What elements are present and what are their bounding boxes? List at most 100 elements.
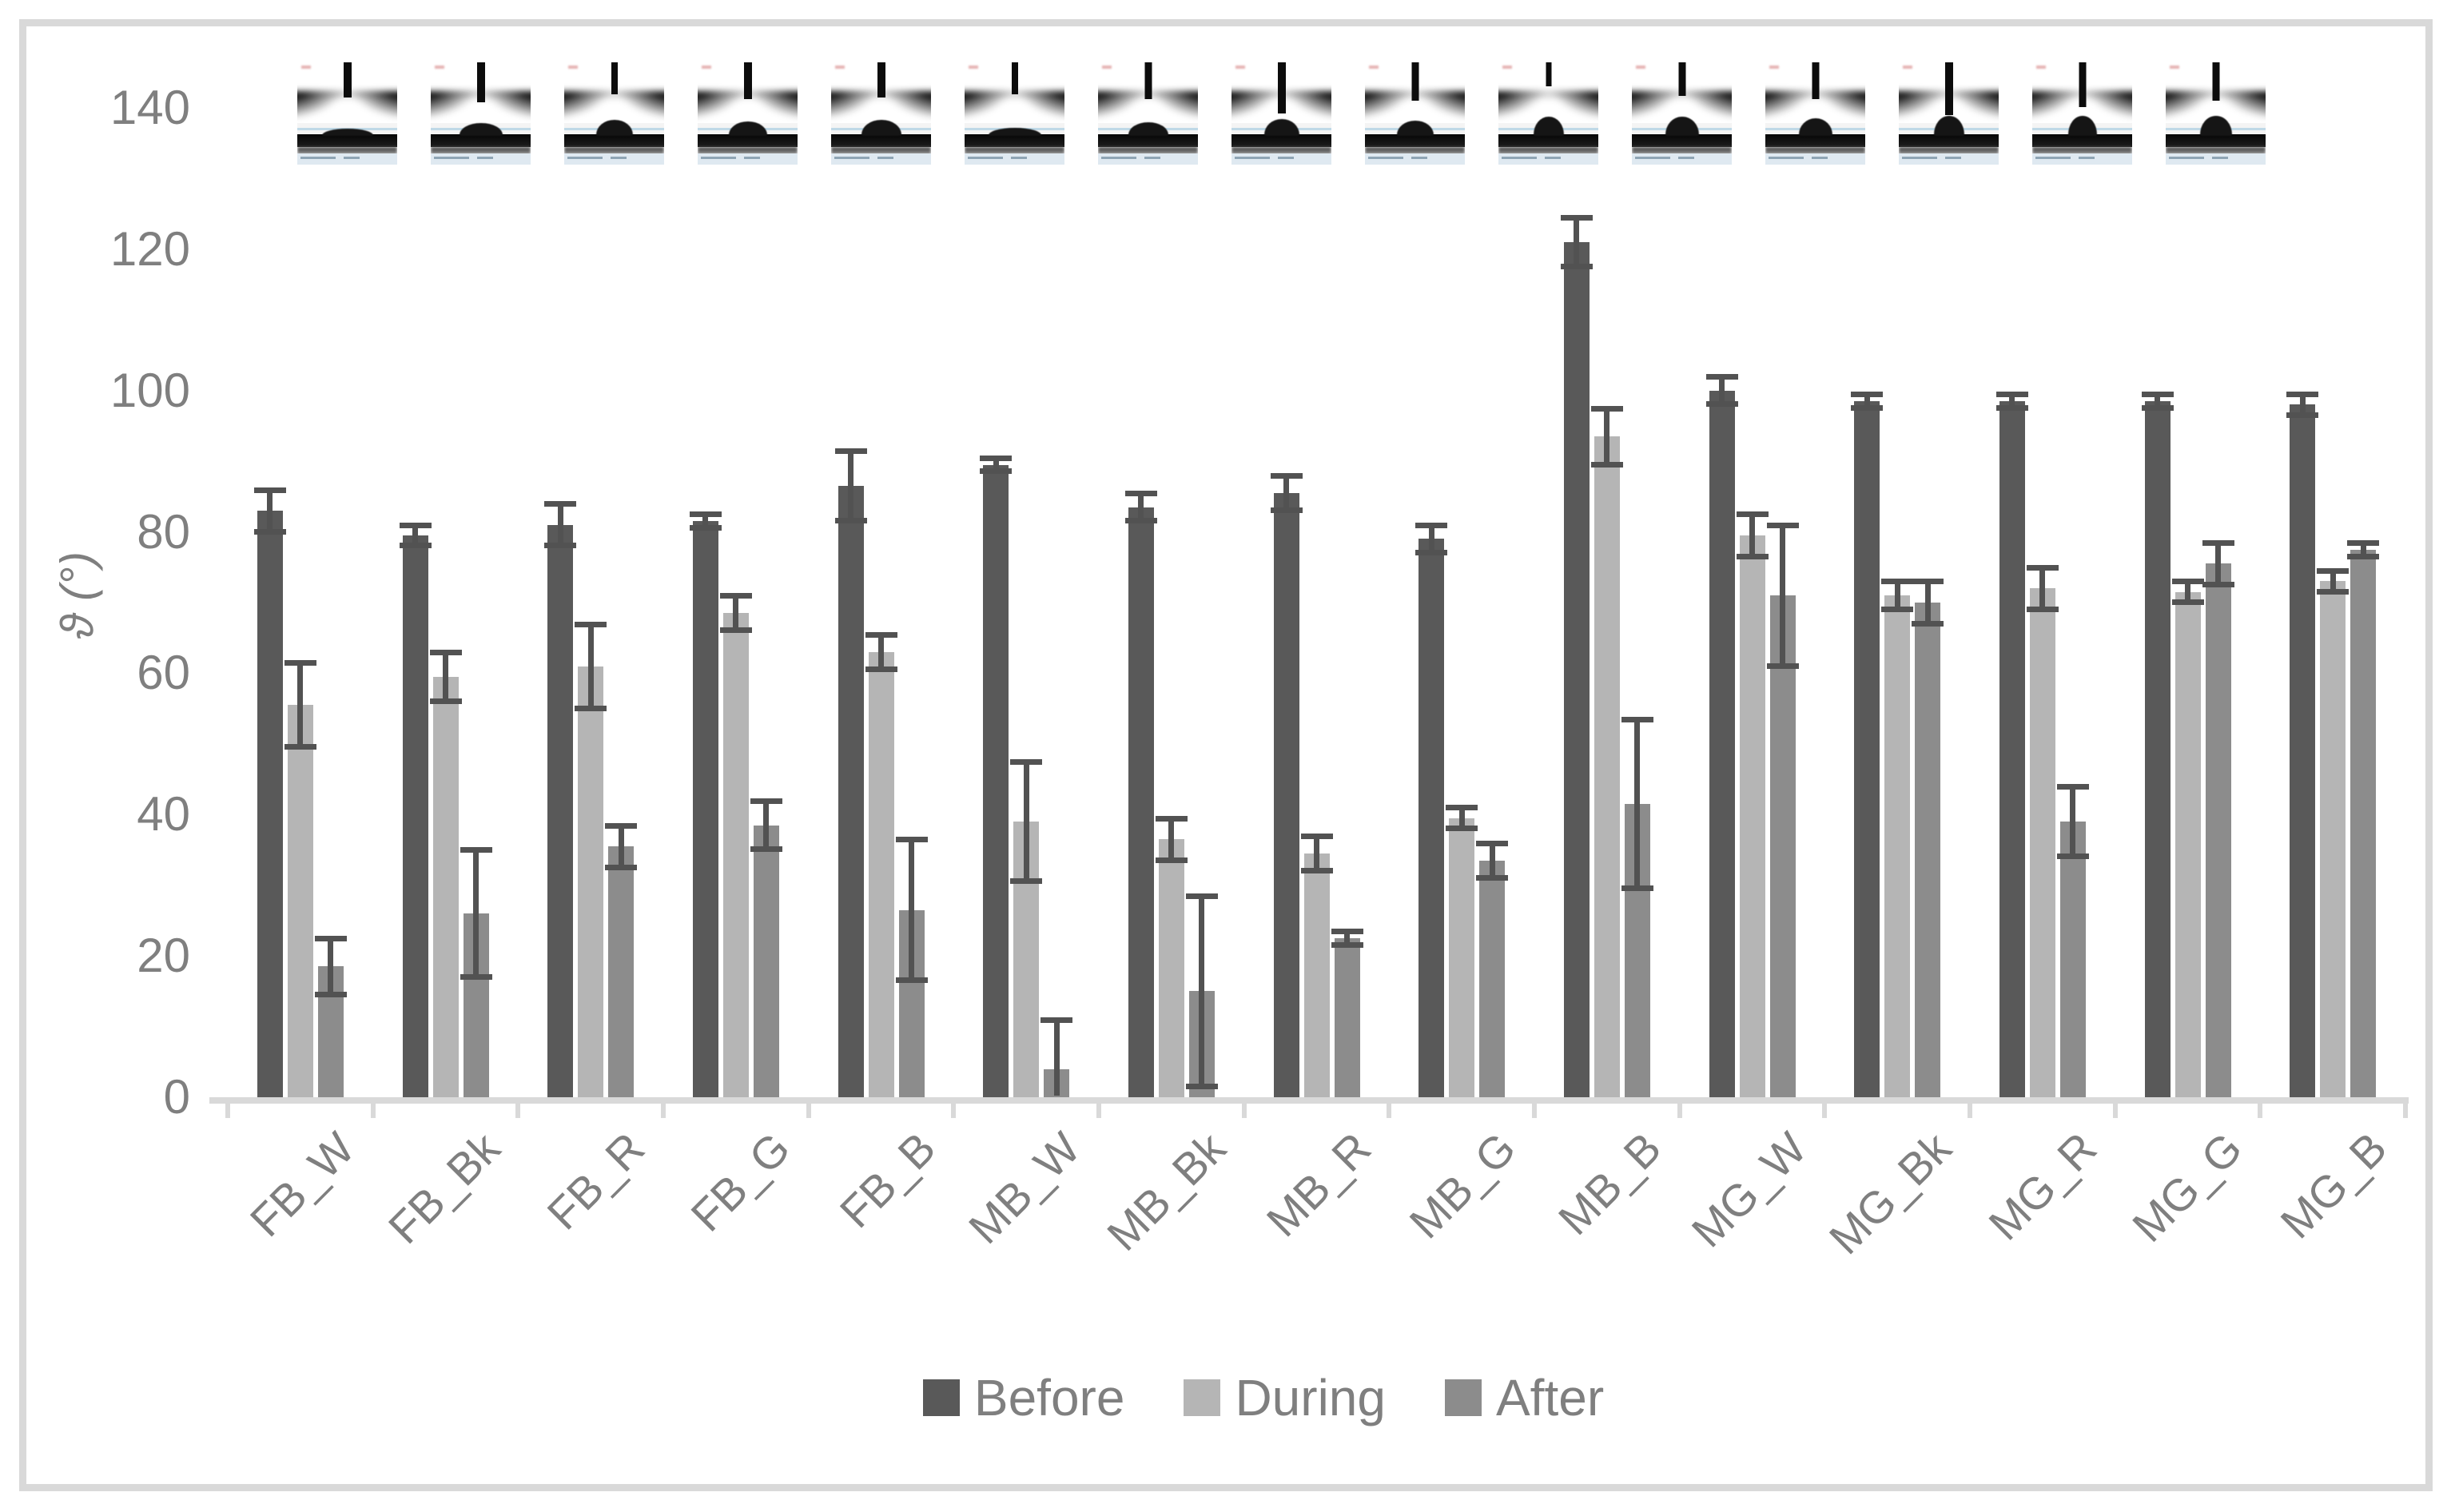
error-bar-before-MG_R (2009, 394, 2015, 408)
bar-after-MG_Bk (1915, 602, 1941, 1097)
substrate-band (1765, 134, 1865, 147)
error-cap-bottom (750, 846, 782, 853)
substrate-band (1899, 134, 1999, 147)
droplet-icon (459, 123, 503, 136)
droplet-photo-MB_R (1231, 59, 1331, 165)
error-cap-bottom (1705, 401, 1738, 408)
bar-before-MG_B (2290, 404, 2316, 1097)
error-cap-bottom (1621, 885, 1653, 892)
substrate-band (965, 134, 1064, 147)
caption-text-line (2035, 157, 2071, 159)
error-cap-top (1590, 405, 1623, 412)
legend-label: After (1495, 1369, 1605, 1426)
legend: Before During After (0, 1368, 2455, 1427)
caption-text-line (1812, 157, 1828, 159)
red-marker (1903, 66, 1912, 69)
reflection-band (1765, 147, 1865, 154)
droplet-icon (1128, 122, 1168, 136)
needle-icon (1144, 62, 1152, 99)
needle-icon (877, 62, 885, 97)
axis-tick (951, 1097, 957, 1118)
legend-swatch-icon (1184, 1379, 1221, 1416)
needle-icon (1812, 62, 1819, 99)
reflection-band (698, 147, 798, 154)
needle-icon (1678, 62, 1685, 96)
error-cap-top (1736, 511, 1769, 518)
bar-after-MG_B (2350, 549, 2377, 1097)
photo-caption-strip (1365, 153, 1465, 165)
error-cap-top (1010, 758, 1043, 765)
substrate-band (831, 134, 931, 147)
error-cap-bottom (2141, 404, 2174, 411)
error-cap-bottom (1476, 874, 1509, 881)
error-bar-after-MG_G (2215, 542, 2222, 585)
error-bar-after-MG_B (2360, 542, 2366, 557)
caption-text-line (701, 157, 736, 159)
photo-caption-strip (1632, 153, 1732, 165)
error-cap-top (1621, 716, 1653, 722)
droplet-icon (1798, 118, 1832, 136)
error-cap-bottom (429, 698, 462, 704)
red-marker (1235, 66, 1245, 69)
error-cap-top (1300, 833, 1333, 839)
needle-icon (2079, 62, 2086, 107)
error-bar-after-MB_W (1053, 1019, 1060, 1096)
bar-during-MB_Bk (1158, 839, 1184, 1097)
error-bar-after-FB_R (618, 825, 624, 868)
droplet-icon (1263, 119, 1299, 136)
caption-text-line (1545, 157, 1561, 159)
bar-during-MG_Bk (1884, 595, 1911, 1097)
reflection-band (1231, 147, 1331, 154)
needle-icon (1546, 62, 1551, 86)
substrate-band (1632, 134, 1732, 147)
reflection-band (831, 147, 931, 154)
error-bar-after-MB_G (1489, 842, 1495, 878)
reflection-band (1098, 147, 1198, 154)
bar-during-MB_R (1303, 853, 1330, 1097)
error-bar-after-MB_B (1634, 718, 1641, 889)
axis-tick (1677, 1097, 1682, 1118)
reflection-band (1498, 147, 1598, 154)
red-marker (1502, 66, 1512, 69)
error-cap-top (1560, 215, 1593, 221)
error-bar-before-MG_B (2299, 394, 2306, 416)
caption-text-line (1011, 157, 1027, 159)
needle-icon (743, 62, 752, 99)
axis-tick (806, 1097, 811, 1118)
error-bar-during-MG_Bk (1894, 581, 1900, 610)
bar-before-MB_B (1563, 241, 1590, 1097)
error-cap-bottom (2056, 853, 2089, 860)
error-bar-after-FB_B (909, 839, 914, 981)
error-cap-top (399, 522, 432, 528)
droplet-photo-MG_B (2166, 59, 2266, 165)
error-cap-bottom (2347, 553, 2380, 559)
axis-tick (225, 1097, 230, 1118)
red-marker (1769, 66, 1779, 69)
error-cap-top (834, 448, 867, 454)
caption-text-line (344, 157, 360, 159)
red-marker (1102, 66, 1112, 69)
substrate-band (1365, 134, 1465, 147)
error-bar-before-FB_R (557, 503, 563, 547)
error-cap-bottom (1010, 878, 1043, 885)
caption-text-line (2169, 157, 2204, 159)
caption-text-line (744, 157, 760, 159)
droplet-photo-MG_G (2032, 59, 2132, 165)
error-bar-during-MB_R (1314, 835, 1320, 871)
error-cap-top (1476, 840, 1509, 846)
bar-after-MG_G (2205, 563, 2231, 1097)
photo-caption-strip (564, 153, 664, 165)
error-cap-bottom (1766, 662, 1799, 669)
caption-text-line (1635, 157, 1670, 159)
needle-icon (476, 62, 485, 102)
photo-caption-strip (431, 153, 531, 165)
caption-text-line (1278, 157, 1294, 159)
needle-icon (2212, 62, 2219, 101)
photo-caption-strip (1765, 153, 1865, 165)
error-cap-bottom (2317, 588, 2350, 595)
droplet-photo-MG_R (1899, 59, 1999, 165)
axis-tick (515, 1097, 521, 1118)
bar-after-MG_W (1769, 595, 1796, 1097)
photo-caption-strip (698, 153, 798, 165)
error-cap-bottom (460, 973, 492, 980)
